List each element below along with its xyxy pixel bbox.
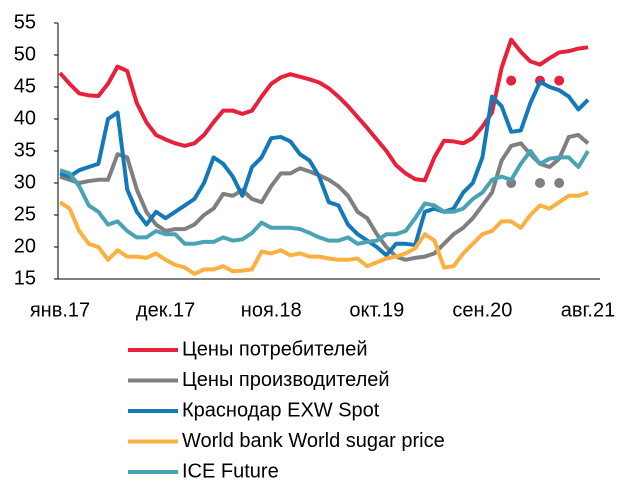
legend-label: Цены потребителей <box>182 338 368 360</box>
y-tick-label: 50 <box>14 43 36 65</box>
x-tick-label: сен.20 <box>452 299 512 321</box>
x-tick-label: дек.17 <box>136 299 195 321</box>
legend-label: Краснодар EXW Spot <box>182 399 380 421</box>
y-tick-label: 35 <box>14 139 36 161</box>
legend-label: ICE Future <box>182 460 279 482</box>
forecast-dot <box>506 75 517 86</box>
y-tick-label: 15 <box>14 267 36 289</box>
x-tick-label: ноя.18 <box>241 299 302 321</box>
forecast-dot <box>554 178 565 188</box>
y-tick-label: 30 <box>14 171 36 193</box>
y-tick-label: 40 <box>14 107 36 129</box>
x-tick-label: авг.21 <box>561 299 615 321</box>
y-tick-label: 20 <box>14 235 36 257</box>
y-tick-label: 55 <box>14 11 36 33</box>
y-tick-label: 25 <box>14 203 36 225</box>
legend-label: World bank World sugar price <box>182 430 445 452</box>
series-line <box>58 190 589 276</box>
x-tick-label: янв.17 <box>30 299 90 321</box>
series-line <box>59 149 590 246</box>
forecast-dot <box>554 75 565 86</box>
legend-label: Цены производителей <box>182 369 390 391</box>
series-line <box>59 133 590 262</box>
series-line <box>59 79 590 258</box>
series-line <box>58 37 589 183</box>
y-tick-label: 45 <box>14 75 36 97</box>
x-tick-label: окт.19 <box>349 299 404 321</box>
forecast-dot <box>535 178 545 188</box>
